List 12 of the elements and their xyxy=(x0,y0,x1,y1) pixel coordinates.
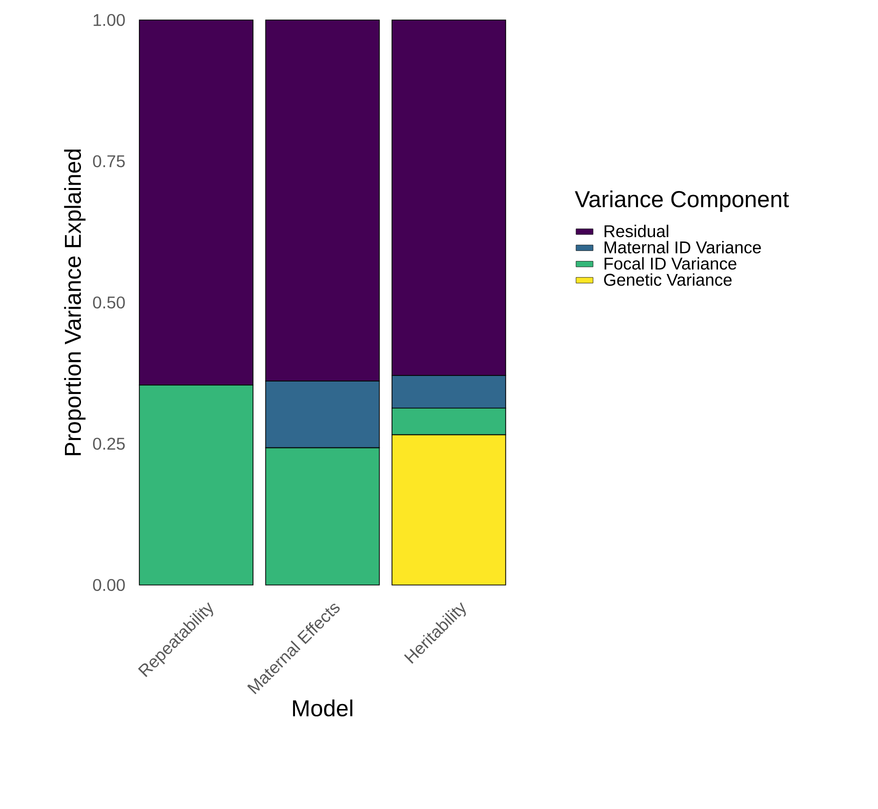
y-axis-title: Proportion Variance Explained xyxy=(64,150,86,456)
y-tick-label: 0.00 xyxy=(93,578,125,592)
legend-label: Maternal ID Variance xyxy=(604,240,761,254)
y-tick-label: 0.75 xyxy=(93,155,125,168)
legend-label: Residual xyxy=(604,224,668,238)
x-axis-title: Model xyxy=(293,700,352,716)
y-tick-label: 1.00 xyxy=(94,14,125,26)
legend-title: Variance Component xyxy=(574,190,789,212)
y-tick-label: 0.25 xyxy=(93,438,125,450)
legend-label: Genetic Variance xyxy=(604,273,732,286)
y-tick-label: 0.50 xyxy=(93,296,125,309)
legend-label: Focal ID Variance xyxy=(604,257,736,270)
